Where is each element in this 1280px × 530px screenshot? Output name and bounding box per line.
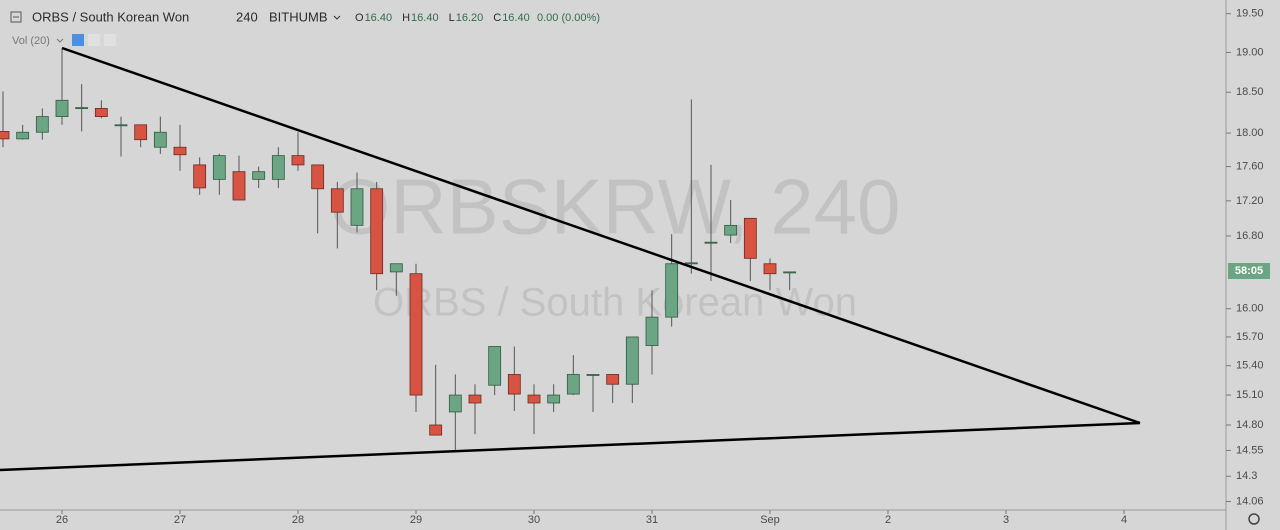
candle-body <box>291 155 305 166</box>
dropdown-icon[interactable] <box>56 38 64 43</box>
ohlc-letter: C <box>493 12 501 24</box>
candle-body <box>665 263 679 318</box>
watermark-symbol: ORBSKRW, 240 <box>330 163 901 251</box>
x-tick-label: 26 <box>56 514 68 526</box>
candle-body <box>586 374 600 376</box>
trendline-lower <box>0 421 1141 472</box>
dropdown-icon[interactable] <box>333 15 341 20</box>
indicator-label: Vol (20) <box>12 35 50 47</box>
candle-body <box>252 171 266 180</box>
candle-body <box>212 155 226 180</box>
x-tick-label: Sep <box>760 514 780 526</box>
x-tick-label: 2 <box>885 514 891 526</box>
settings-icon[interactable] <box>88 34 100 46</box>
candle-body <box>606 374 620 385</box>
symbol-title: ORBS / South Korean Won <box>32 9 189 24</box>
candle-body <box>153 131 167 148</box>
close-icon[interactable] <box>104 34 116 46</box>
x-tick-label: 28 <box>292 514 304 526</box>
candle-body <box>75 107 89 110</box>
y-tick-label: 14.3 <box>1236 470 1257 482</box>
ohlc-header: O 16.40 H 16.40 L 16.20 C 16.40 <box>355 12 530 24</box>
candle-body <box>0 131 10 140</box>
candle-body <box>35 116 49 133</box>
candle-body <box>527 394 541 404</box>
ohlc-value: 16.40 <box>365 12 393 24</box>
candle-body <box>724 224 738 236</box>
candle-body <box>55 99 69 117</box>
candle-body <box>330 188 344 213</box>
candle-body <box>134 124 148 141</box>
x-tick-label: 3 <box>1003 514 1009 526</box>
candle-body <box>488 346 502 386</box>
y-tick-label: 18.50 <box>1236 86 1264 98</box>
candle-body <box>625 336 639 385</box>
y-tick-label: 18.00 <box>1236 127 1264 139</box>
candle-body <box>763 263 777 275</box>
y-tick-label: 14.55 <box>1236 444 1264 456</box>
ohlc-value: 16.40 <box>502 12 530 24</box>
y-tick-label: 15.70 <box>1236 331 1264 343</box>
candle-body <box>311 164 325 190</box>
candle-body <box>389 263 403 273</box>
hide-icon[interactable] <box>72 34 84 46</box>
ohlc-letter: H <box>402 12 410 24</box>
candle-body <box>16 131 30 140</box>
candle-body <box>704 241 718 244</box>
y-tick-label: 14.80 <box>1236 419 1264 431</box>
candle-body <box>193 164 207 189</box>
candle-body <box>743 217 757 259</box>
exchange: BITHUMB <box>269 9 328 24</box>
y-tick-label: 19.50 <box>1236 8 1264 20</box>
y-tick-label: 17.60 <box>1236 160 1264 172</box>
candle-body <box>645 316 659 346</box>
y-tick-label: 17.20 <box>1236 195 1264 207</box>
candle-body <box>94 108 108 117</box>
collapse-icon[interactable] <box>10 11 22 23</box>
y-tick-label: 16.00 <box>1236 303 1264 315</box>
y-tick-label: 16.80 <box>1236 230 1264 242</box>
watermark-title: ORBS / South Korean Won <box>373 281 857 325</box>
countdown: 58:05 <box>1235 265 1263 277</box>
interval: 240 <box>236 9 258 24</box>
ohlc-letter: L <box>449 12 455 24</box>
x-tick-label: 30 <box>528 514 540 526</box>
y-tick-label: 14.06 <box>1236 495 1264 507</box>
y-tick-label: 15.10 <box>1236 389 1264 401</box>
y-tick-label: 15.40 <box>1236 360 1264 372</box>
candle-body <box>429 424 443 436</box>
x-tick-label: 27 <box>174 514 186 526</box>
candle-body <box>566 374 580 395</box>
plot-area <box>0 48 797 453</box>
candle-body <box>232 171 246 201</box>
y-tick-label: 19.00 <box>1236 46 1264 58</box>
ohlc-value: 16.40 <box>411 12 439 24</box>
candle-body <box>547 394 561 404</box>
ohlc-letter: O <box>355 12 364 24</box>
candle-body <box>684 262 698 265</box>
candle-body <box>448 394 462 413</box>
ohlc-value: 16.20 <box>456 12 484 24</box>
candle-body <box>409 273 423 396</box>
price-label-box <box>1228 263 1270 279</box>
x-tick-label: 29 <box>410 514 422 526</box>
candle-body <box>350 188 364 226</box>
trendline-upper <box>61 46 1141 425</box>
candle-body <box>783 271 797 274</box>
candle-body <box>114 124 128 127</box>
candle-body <box>507 374 521 395</box>
x-tick-label: 4 <box>1121 514 1127 526</box>
change: 0.00 (0.00%) <box>537 12 600 24</box>
settings-gear[interactable] <box>1248 513 1260 525</box>
candle-body <box>271 155 285 180</box>
candle-body <box>173 146 187 156</box>
candle-body <box>370 188 384 275</box>
candle-body <box>468 394 482 404</box>
x-tick-label: 31 <box>646 514 658 526</box>
